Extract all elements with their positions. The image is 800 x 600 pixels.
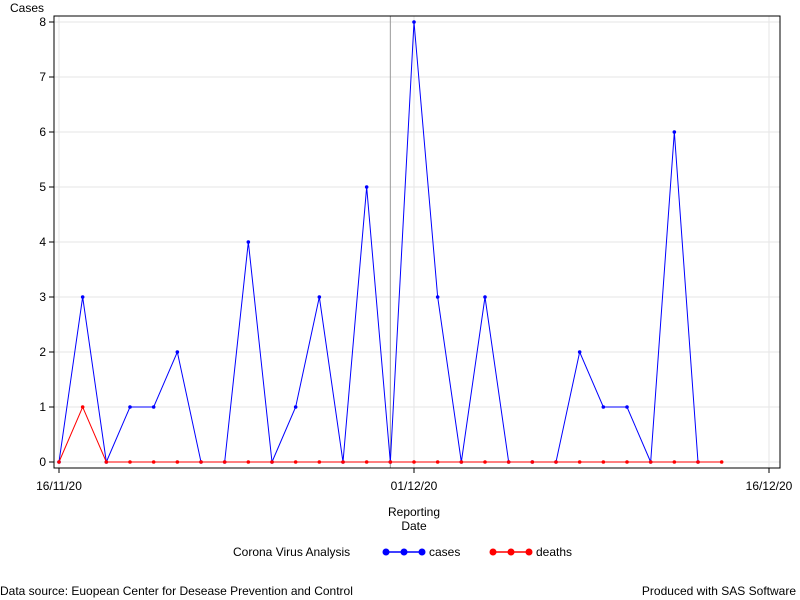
data-point-cases [412, 20, 416, 24]
legend: Corona Virus Analysis cases deaths [233, 545, 572, 559]
y-axis: 0 1 2 3 4 5 6 7 8 [39, 15, 54, 469]
legend-marker-cases [400, 548, 408, 556]
data-point-deaths [222, 460, 227, 464]
data-point-deaths [696, 460, 700, 464]
data-point-deaths [57, 460, 61, 464]
data-point-deaths [317, 460, 322, 464]
data-point-deaths [128, 460, 132, 464]
x-tick-label: 01/12/20 [391, 479, 438, 493]
data-point-cases [672, 130, 677, 134]
data-point-cases [128, 405, 132, 409]
data-point-deaths [648, 460, 653, 464]
y-axis-label: Cases [10, 1, 44, 15]
data-point-deaths [554, 460, 558, 464]
series-deaths [57, 405, 724, 464]
x-axis: 16/11/20 01/12/20 16/12/20 [36, 468, 793, 493]
footer-data-source: Data source: Euopean Center for Desease … [0, 584, 353, 598]
data-point-deaths [625, 460, 629, 464]
data-point-deaths [672, 460, 677, 464]
data-point-deaths [412, 460, 416, 464]
y-tick-label: 2 [39, 345, 46, 359]
data-point-deaths [364, 460, 369, 464]
data-point-deaths [104, 460, 109, 464]
data-point-deaths [530, 460, 535, 464]
legend-marker-deaths [489, 548, 497, 556]
data-point-deaths [175, 460, 180, 464]
data-point-deaths [506, 460, 511, 464]
y-tick-label: 8 [39, 15, 46, 29]
data-point-cases [577, 350, 582, 354]
data-point-deaths [435, 460, 440, 464]
data-point-cases [435, 295, 440, 299]
data-point-deaths [199, 460, 203, 464]
y-tick-label: 0 [39, 455, 46, 469]
legend-marker-deaths [507, 548, 515, 556]
data-point-deaths [246, 460, 251, 464]
data-point-cases [317, 295, 322, 299]
data-point-cases [364, 185, 369, 189]
data-point-cases [80, 295, 85, 299]
data-point-cases [601, 405, 606, 409]
data-point-cases [293, 405, 298, 409]
gridlines [54, 16, 780, 468]
y-tick-label: 5 [39, 180, 46, 194]
series-line-cases [58, 21, 699, 464]
legend-marker-cases [418, 548, 426, 556]
data-point-deaths [151, 460, 156, 464]
data-point-deaths [719, 460, 724, 464]
data-point-deaths [341, 460, 345, 464]
series-layer [57, 20, 724, 464]
data-point-deaths [601, 460, 606, 464]
y-tick-label: 6 [39, 125, 46, 139]
x-axis-label-line1: Reporting [388, 505, 440, 519]
data-point-cases [151, 405, 156, 409]
legend-title: Corona Virus Analysis [233, 545, 350, 559]
legend-label-cases: cases [429, 545, 460, 559]
data-point-deaths [270, 460, 274, 464]
data-point-deaths [483, 460, 487, 464]
legend-label-deaths: deaths [536, 545, 572, 559]
legend-marker-deaths [525, 548, 533, 556]
data-point-deaths [388, 460, 393, 464]
data-point-deaths [80, 405, 85, 409]
y-tick-label: 3 [39, 290, 46, 304]
y-tick-label: 1 [39, 400, 46, 414]
data-point-deaths [577, 460, 582, 464]
data-point-deaths [293, 460, 298, 464]
x-axis-label-line2: Date [401, 519, 427, 533]
y-tick-label: 4 [39, 235, 46, 249]
x-tick-label: 16/11/20 [36, 479, 82, 493]
data-point-cases [246, 240, 251, 244]
legend-marker-cases [382, 548, 390, 556]
data-point-cases [175, 350, 180, 354]
footer-produced-with: Produced with SAS Software [641, 584, 796, 598]
data-point-cases [483, 295, 487, 299]
data-point-cases [625, 405, 629, 409]
x-tick-label: 16/12/20 [746, 479, 793, 493]
data-point-deaths [459, 460, 464, 464]
y-tick-label: 7 [39, 70, 46, 84]
